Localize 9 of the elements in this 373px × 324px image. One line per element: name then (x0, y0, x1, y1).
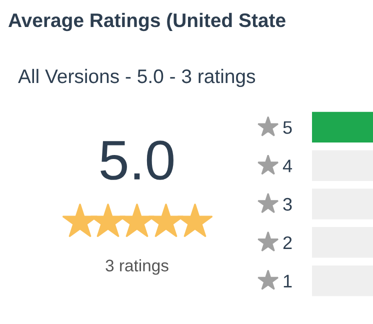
text: Average Ratings (United State (8, 12, 286, 32)
y-tick-label: 5 (283, 121, 292, 134)
text: 5.0 (100, 140, 174, 180)
y-tick-label: 4 (282, 160, 292, 172)
text: All Versions - 5.0 - 3 ratings (18, 68, 256, 88)
y-tick-label: 1 (284, 274, 292, 288)
y-tick-label: 2 (283, 236, 292, 249)
text: 3 ratings (106, 259, 168, 275)
y-tick-label: 3 (283, 198, 292, 211)
